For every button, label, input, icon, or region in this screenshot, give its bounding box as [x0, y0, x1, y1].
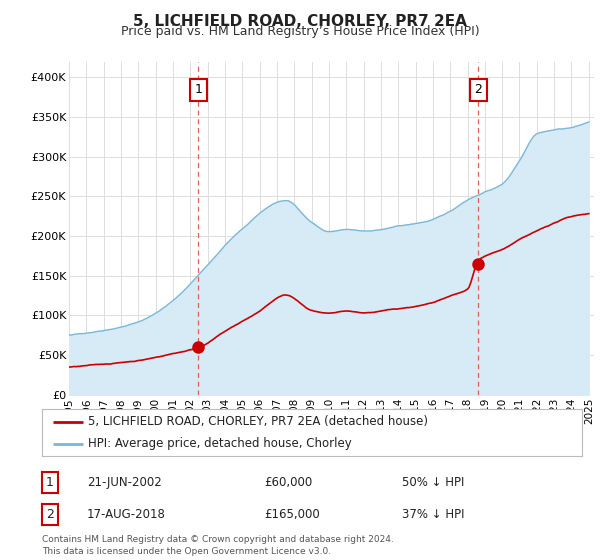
Text: 1: 1 — [46, 475, 54, 489]
Text: 5, LICHFIELD ROAD, CHORLEY, PR7 2EA (detached house): 5, LICHFIELD ROAD, CHORLEY, PR7 2EA (det… — [88, 415, 428, 428]
Text: 1: 1 — [194, 83, 202, 96]
Text: 17-AUG-2018: 17-AUG-2018 — [87, 508, 166, 521]
Text: Price paid vs. HM Land Registry’s House Price Index (HPI): Price paid vs. HM Land Registry’s House … — [121, 25, 479, 38]
Text: 2: 2 — [46, 508, 54, 521]
Text: 50% ↓ HPI: 50% ↓ HPI — [402, 475, 464, 489]
Text: 5, LICHFIELD ROAD, CHORLEY, PR7 2EA: 5, LICHFIELD ROAD, CHORLEY, PR7 2EA — [133, 14, 467, 29]
Text: HPI: Average price, detached house, Chorley: HPI: Average price, detached house, Chor… — [88, 437, 352, 450]
Text: Contains HM Land Registry data © Crown copyright and database right 2024.
This d: Contains HM Land Registry data © Crown c… — [42, 535, 394, 556]
Text: 21-JUN-2002: 21-JUN-2002 — [87, 475, 162, 489]
Text: £165,000: £165,000 — [264, 508, 320, 521]
Text: 37% ↓ HPI: 37% ↓ HPI — [402, 508, 464, 521]
Text: £60,000: £60,000 — [264, 475, 312, 489]
Text: 2: 2 — [475, 83, 482, 96]
